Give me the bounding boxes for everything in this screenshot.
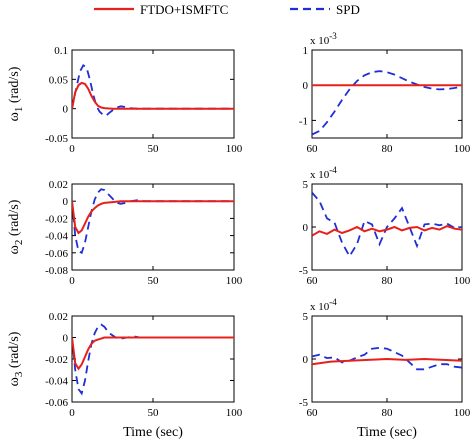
y-scale-label: x 10-3 [310,31,337,47]
y-tick-label: -0.05 [45,133,68,145]
y-tick-label: -0.02 [45,354,68,366]
x-tick-label: 80 [382,407,394,419]
x-tick-label: 100 [226,407,243,419]
y-scale-exponent: -4 [329,165,337,175]
legend-label-ftdo: FTDO+ISMFTC [140,2,228,17]
x-tick-label: 100 [454,143,471,155]
y-tick-label: 0 [63,333,69,345]
y-tick-label: -5 [299,397,309,409]
y-scale-exponent: -3 [329,31,337,41]
y-tick-label: 5 [303,179,309,191]
y-tick-label: 0.02 [49,179,68,191]
y-label-symbol: ω [7,112,22,121]
panel-2: 60 80 100 -1 0 1x 10-3 [299,31,471,155]
panel-6: 60 80 100 -5 0 5x 10-4 Time (sec) [299,297,471,440]
x-tick-label: 0 [69,275,75,287]
y-tick-label: 0.02 [49,311,68,323]
y-label-symbol: ω [7,245,22,254]
y-label-symbol: ω [7,377,22,386]
x-tick-label: 0 [69,143,75,155]
axes-frame [71,49,235,139]
series-line-ftdo [72,200,234,235]
y-tick-label: -0.04 [45,376,68,388]
y-tick-label: 0.1 [54,45,68,57]
legend-label-spd: SPD [336,2,360,17]
panel-3: 0 50 100 -0.08 -0.06 -0.04 -0.02 0 0.02 ω2 (rad/s… [7,179,243,287]
x-tick-label: 60 [307,143,319,155]
series-line-spd [312,192,462,258]
y-tick-label: -1 [299,115,308,127]
y-tick-label: 0 [63,196,69,208]
series-line-ftdo [312,357,462,366]
series-line-spd [312,70,462,136]
series-line-spd [72,323,234,396]
y-tick-label: 0 [303,222,309,234]
y-label-unit: (rad/s) [7,66,22,106]
y-tick-label: 0.05 [49,74,69,86]
y-axis-label: ω3 (rad/s) [7,331,25,386]
series-line-spd [72,188,234,255]
series-line-ftdo [312,225,462,237]
y-tick-label: -0.02 [45,213,68,225]
y-label-subscript: 3 [13,371,25,377]
x-axis-label: Time (sec) [357,425,417,440]
y-label-subscript: 1 [13,107,25,113]
x-tick-label: 60 [307,275,319,287]
y-axis-label: ω1 (rad/s) [7,66,25,121]
y-scale-base: x 10 [310,35,330,47]
y-tick-label: -5 [299,265,309,277]
y-tick-label: -0.06 [45,248,68,260]
y-scale-exponent: -4 [329,297,337,307]
x-tick-label: 50 [148,407,160,419]
x-tick-label: 0 [69,407,75,419]
x-axis-label: Time (sec) [123,425,183,440]
y-tick-label: 0 [63,104,69,116]
x-tick-label: 50 [148,143,160,155]
y-tick-label: 0 [303,354,309,366]
y-label-subscript: 2 [13,240,25,246]
x-tick-label: 50 [148,275,160,287]
y-scale-base: x 10 [310,169,330,181]
axes-frame [311,49,463,139]
x-tick-label: 80 [382,143,394,155]
y-scale-label: x 10-4 [310,297,337,313]
y-tick-label: -0.08 [45,265,68,277]
x-tick-label: 100 [454,407,471,419]
y-axis-label: ω2 (rad/s) [7,199,25,254]
series-line-spd [312,346,462,371]
x-tick-label: 80 [382,275,394,287]
y-tick-label: -0.06 [45,397,68,409]
y-tick-label: 0 [303,80,309,92]
x-tick-label: 60 [307,407,319,419]
x-tick-label: 100 [226,143,243,155]
y-scale-base: x 10 [310,301,330,313]
panel-4: 60 80 100 -5 0 5x 10-4 [299,165,471,287]
y-label-unit: (rad/s) [7,199,22,239]
series-line-ftdo [72,336,234,371]
y-label-unit: (rad/s) [7,331,22,371]
x-tick-label: 100 [454,275,471,287]
series-line-ftdo [72,81,234,110]
y-tick-label: -0.04 [45,231,68,243]
y-tick-label: 1 [303,45,309,57]
y-tick-label: 5 [303,311,309,323]
y-scale-label: x 10-4 [310,165,337,181]
x-tick-label: 100 [226,275,243,287]
panel-5: 0 50 100 -0.06 -0.04 -0.02 0 0.02 ω3 (rad/s) Time… [7,311,243,440]
legend: FTDO+ISMFTC SPD [94,2,360,17]
